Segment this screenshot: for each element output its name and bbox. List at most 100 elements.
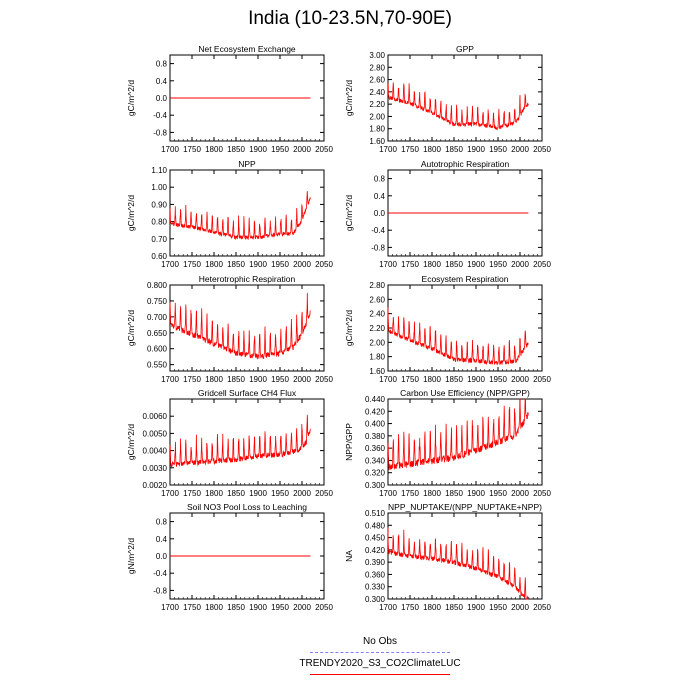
y-axis-label: gC/m^2/d <box>126 195 136 231</box>
x-tick-label: 1700 <box>379 145 397 154</box>
y-tick-label: 2.20 <box>369 100 385 109</box>
y-tick-label: 0.420 <box>365 407 386 416</box>
x-tick-label: 2050 <box>533 489 551 498</box>
chart-title: Autotrophic Respiration <box>421 159 510 169</box>
y-tick-label: 0.450 <box>365 534 386 543</box>
chart-title: NPP_NUPTAKE/(NPP_NUPTAKE+NPP) <box>388 502 542 512</box>
x-tick-label: 2000 <box>511 145 529 154</box>
series-line <box>387 82 529 131</box>
x-tick-label: 1700 <box>379 260 397 269</box>
y-tick-label: 0.4 <box>156 535 168 544</box>
y-tick-label: 0.750 <box>147 297 168 306</box>
x-tick-label: 1950 <box>489 603 507 612</box>
panel-10: NPP_NUPTAKE/(NPP_NUPTAKE+NPP) NA 1700 1750 1… <box>344 502 551 612</box>
x-tick-label: 1750 <box>401 375 419 384</box>
x-tick-label: 1950 <box>489 489 507 498</box>
x-tick-label: 1950 <box>489 375 507 384</box>
y-tick-label: 0.8 <box>156 518 168 527</box>
y-axis-label: gC/m^2/d <box>126 80 136 116</box>
y-tick-label: 2.00 <box>369 338 385 347</box>
y-tick-label: 2.80 <box>369 63 385 72</box>
y-tick-label: 2.60 <box>369 76 385 85</box>
x-tick-label: 1850 <box>227 603 245 612</box>
x-tick-label: 1750 <box>183 603 201 612</box>
y-tick-label: 0.510 <box>365 509 386 518</box>
y-tick-label: -0.4 <box>153 569 167 578</box>
y-tick-label: 0.650 <box>147 329 168 338</box>
y-tick-label: 3.00 <box>369 51 385 60</box>
x-tick-label: 2000 <box>511 603 529 612</box>
x-tick-label: 1800 <box>205 260 223 269</box>
x-tick-label: 1950 <box>271 603 289 612</box>
y-tick-label: -0.4 <box>153 111 167 120</box>
x-tick-label: 1800 <box>205 603 223 612</box>
y-tick-label: 0.60 <box>151 252 167 261</box>
x-tick-label: 1800 <box>205 375 223 384</box>
x-tick-label: 1900 <box>467 603 485 612</box>
x-tick-label: 1900 <box>249 603 267 612</box>
y-tick-label: 2.60 <box>369 295 385 304</box>
x-tick-label: 1800 <box>423 375 441 384</box>
x-tick-label: 1750 <box>401 603 419 612</box>
chart-title: NPP <box>238 159 256 169</box>
x-tick-label: 2050 <box>315 603 333 612</box>
panel-5: Heterotrophic Respiration gC/m^2/d 1700 175… <box>126 274 333 384</box>
x-tick-label: 1800 <box>423 489 441 498</box>
legend-obs-label: No Obs <box>363 636 397 647</box>
plot-frame <box>169 284 325 372</box>
legend-model-label: TRENDY2020_S3_CO2ClimateLUC <box>299 658 461 669</box>
x-tick-label: 1700 <box>161 489 179 498</box>
x-tick-label: 1800 <box>423 260 441 269</box>
x-tick-label: 1700 <box>161 375 179 384</box>
page-title: India (10-23.5N,70-90E) <box>248 8 452 29</box>
y-tick-label: 0.300 <box>365 481 386 490</box>
x-tick-label: 1900 <box>467 260 485 269</box>
x-tick-label: 1750 <box>183 489 201 498</box>
x-tick-label: 2050 <box>533 603 551 612</box>
x-tick-label: 1850 <box>227 260 245 269</box>
y-tick-label: 0.0 <box>156 94 168 103</box>
x-tick-label: 2050 <box>315 260 333 269</box>
panel-2: GPP gC/m^2/d 1700 1750 1800 1850 1900 1950 2000 2… <box>344 44 551 154</box>
series-line <box>169 191 311 241</box>
y-tick-label: 0.440 <box>365 395 386 404</box>
x-tick-label: 1700 <box>161 260 179 269</box>
x-tick-label: 2000 <box>293 260 311 269</box>
x-tick-label: 2050 <box>315 145 333 154</box>
y-tick-label: 0.0040 <box>143 447 168 456</box>
series-line <box>387 398 529 471</box>
y-tick-label: 2.00 <box>369 112 385 121</box>
x-tick-label: 1700 <box>161 145 179 154</box>
y-axis-label: gC/m^2/d <box>344 310 354 346</box>
x-tick-label: 1900 <box>249 260 267 269</box>
y-tick-label: 2.40 <box>369 88 385 97</box>
y-tick-label: 0.300 <box>365 595 386 604</box>
y-tick-label: -0.8 <box>371 243 385 252</box>
x-tick-label: 1950 <box>271 260 289 269</box>
y-tick-label: 0.360 <box>365 444 386 453</box>
y-tick-label: 0.480 <box>365 521 386 530</box>
series-line <box>169 414 311 468</box>
x-tick-label: 1850 <box>445 260 463 269</box>
x-tick-label: 1900 <box>467 145 485 154</box>
y-tick-label: 0.90 <box>151 200 167 209</box>
x-tick-label: 2050 <box>315 375 333 384</box>
y-axis-label: gC/m^2/d <box>126 310 136 346</box>
x-tick-label: 1950 <box>489 260 507 269</box>
x-tick-label: 1850 <box>227 145 245 154</box>
x-tick-label: 2050 <box>315 489 333 498</box>
y-tick-label: 0.4 <box>374 192 386 201</box>
y-tick-label: 0.390 <box>365 558 386 567</box>
x-tick-label: 1700 <box>379 375 397 384</box>
y-tick-label: -0.8 <box>153 586 167 595</box>
x-tick-label: 2000 <box>293 489 311 498</box>
plot-frame <box>387 512 543 600</box>
x-tick-label: 1950 <box>271 375 289 384</box>
y-tick-label: 0.4 <box>156 77 168 86</box>
x-tick-label: 1950 <box>271 145 289 154</box>
y-tick-label: 0.0030 <box>143 464 168 473</box>
x-tick-label: 2000 <box>293 145 311 154</box>
chart-title: Gridcell Surface CH4 Flux <box>198 388 297 398</box>
x-tick-label: 1800 <box>423 145 441 154</box>
plot-frame <box>387 398 543 486</box>
